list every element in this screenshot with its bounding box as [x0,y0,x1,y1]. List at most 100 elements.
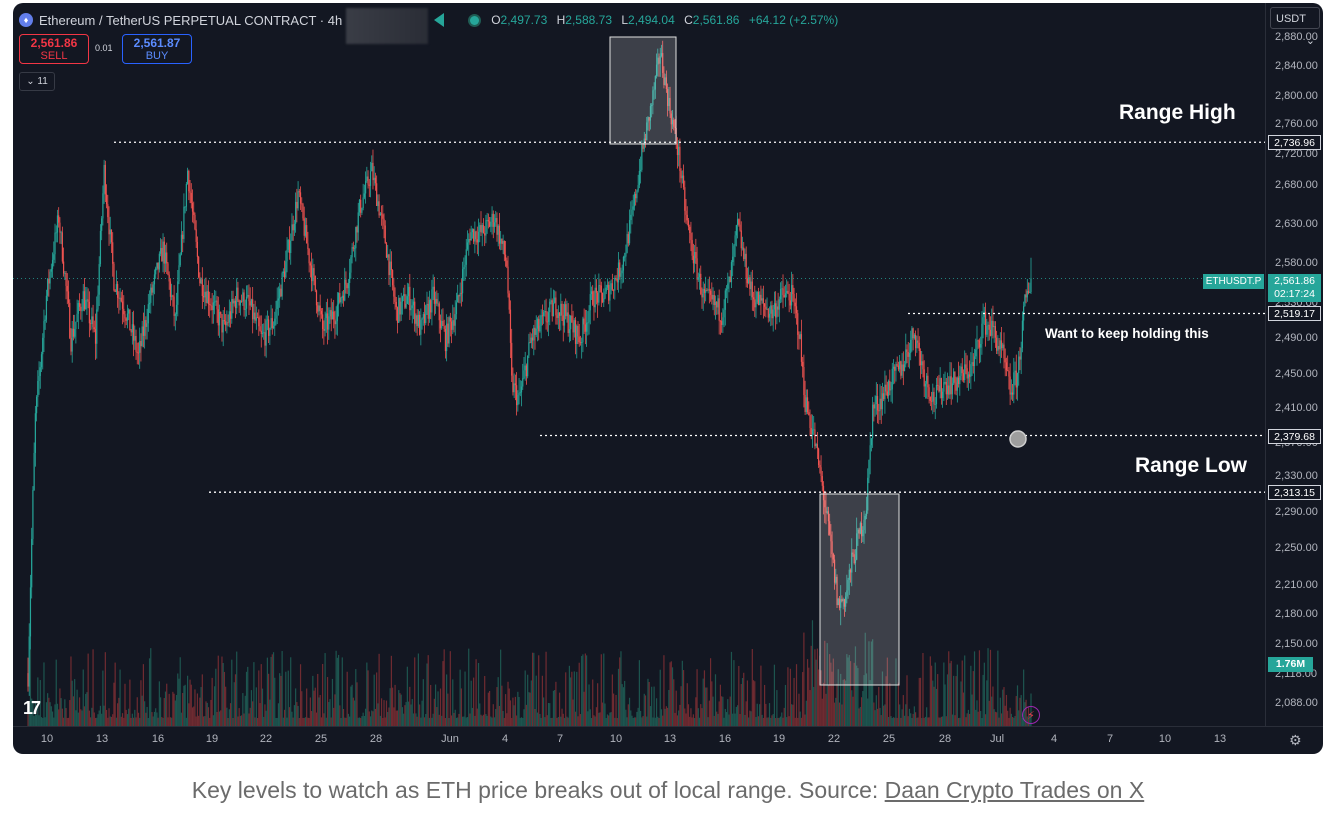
chart-panel[interactable]: ♦ Ethereum / TetherUS PERPETUAL CONTRACT… [13,3,1323,754]
symbol-title[interactable]: Ethereum / TetherUS PERPETUAL CONTRACT ·… [39,12,343,28]
price-tick-label: 2,210.00 [1275,579,1318,591]
volume-bar [45,702,48,726]
indicators-toggle[interactable]: ⌄ 11 [19,72,55,91]
volume-bar [124,683,126,726]
price-tick-label: 2,330.00 [1275,470,1318,482]
redacted-area [346,8,429,44]
candle-body [728,276,730,284]
candle-body [1011,392,1014,395]
sell-button[interactable]: 2,561.86 SELL [19,34,89,64]
candle-body [469,239,471,241]
volume-bar [241,715,243,726]
candle-body [465,249,467,265]
volume-bar [130,717,132,726]
candle-body [476,239,478,243]
volume-bar [458,713,460,726]
volume-bar [539,713,541,726]
candle-body [826,511,828,513]
volume-bar [441,715,443,726]
volume-bar [825,693,827,726]
candle-body [239,301,241,306]
candle-body [141,326,143,346]
candle-body [330,310,332,320]
volume-bar [385,700,388,726]
volume-bar [101,713,103,726]
volume-bar [1002,689,1004,726]
candle-body [902,364,904,371]
volume-bar [721,696,723,726]
volume-bar [891,717,893,726]
currency-selector[interactable]: USDT ⌄ [1270,7,1320,47]
candle-body [1024,294,1026,307]
volume-bar [438,714,440,726]
volume-bar [590,717,593,726]
volume-bar [1023,669,1025,726]
candle-body [241,301,243,302]
candle-body [216,300,218,310]
candle-body [714,301,717,306]
settings-icon[interactable]: ⚙ [1289,732,1302,748]
tradingview-logo[interactable]: 17 [23,698,41,718]
volume-bar [286,717,288,726]
candle-body [907,352,909,357]
volume-bar [123,717,125,726]
candle-body [697,277,699,280]
volume-bar [600,654,602,726]
volume-bar [480,714,482,726]
candle-body [813,429,815,431]
volume-bar [376,672,378,726]
candlestick-chart[interactable] [13,3,1323,754]
source-link[interactable]: Daan Crypto Trades on X [884,777,1145,803]
candle-body [851,552,853,573]
volume-bar [684,708,686,726]
candle-body [833,559,836,583]
volume-bar [136,697,138,726]
volume-bar [184,684,186,726]
candle-body [123,308,125,315]
candle-body [312,268,314,282]
candle-body [223,319,226,322]
candle-body [905,349,907,365]
candle-body [544,310,546,313]
candle-body [259,326,261,331]
volume-bar [236,651,238,726]
volume-bar [665,706,667,726]
level-label-lower: 2,379.68 [1268,428,1321,444]
price-tick-label: 2,840.00 [1275,60,1318,72]
candle-body [461,269,464,294]
volume-bar [380,698,383,726]
candle-body [175,304,178,315]
candle-body [102,193,104,219]
volume-bar [757,716,760,726]
candle-body [556,315,558,318]
volume-bar [398,690,400,726]
candle-body [92,316,94,328]
candle-body [690,232,692,241]
volume-bar [128,708,130,726]
candle-body [234,300,237,309]
candle-body [307,243,309,250]
candle-body [953,371,955,384]
candle-body [775,303,777,318]
volume-bar [460,688,462,726]
volume-bar [69,700,71,726]
volume-bar [655,698,658,726]
candle-body [579,342,582,344]
candle-body [808,412,810,416]
volume-bar [703,670,706,726]
volume-bar [660,709,663,726]
volume-bar [102,670,104,726]
candle-body [441,320,443,329]
volume-bar [951,714,954,726]
candle-body [751,281,753,298]
candle-body [85,299,87,310]
volume-bar [496,687,498,726]
candle-body [423,314,426,324]
volume-bar [729,696,731,726]
buy-button[interactable]: 2,561.87 BUY [122,34,192,64]
sell-label: SELL [40,50,68,62]
volume-bar [923,717,925,726]
candle-body [500,238,502,244]
lightning-icon[interactable]: ⚡ [1022,706,1040,724]
flag-icon [434,13,445,27]
